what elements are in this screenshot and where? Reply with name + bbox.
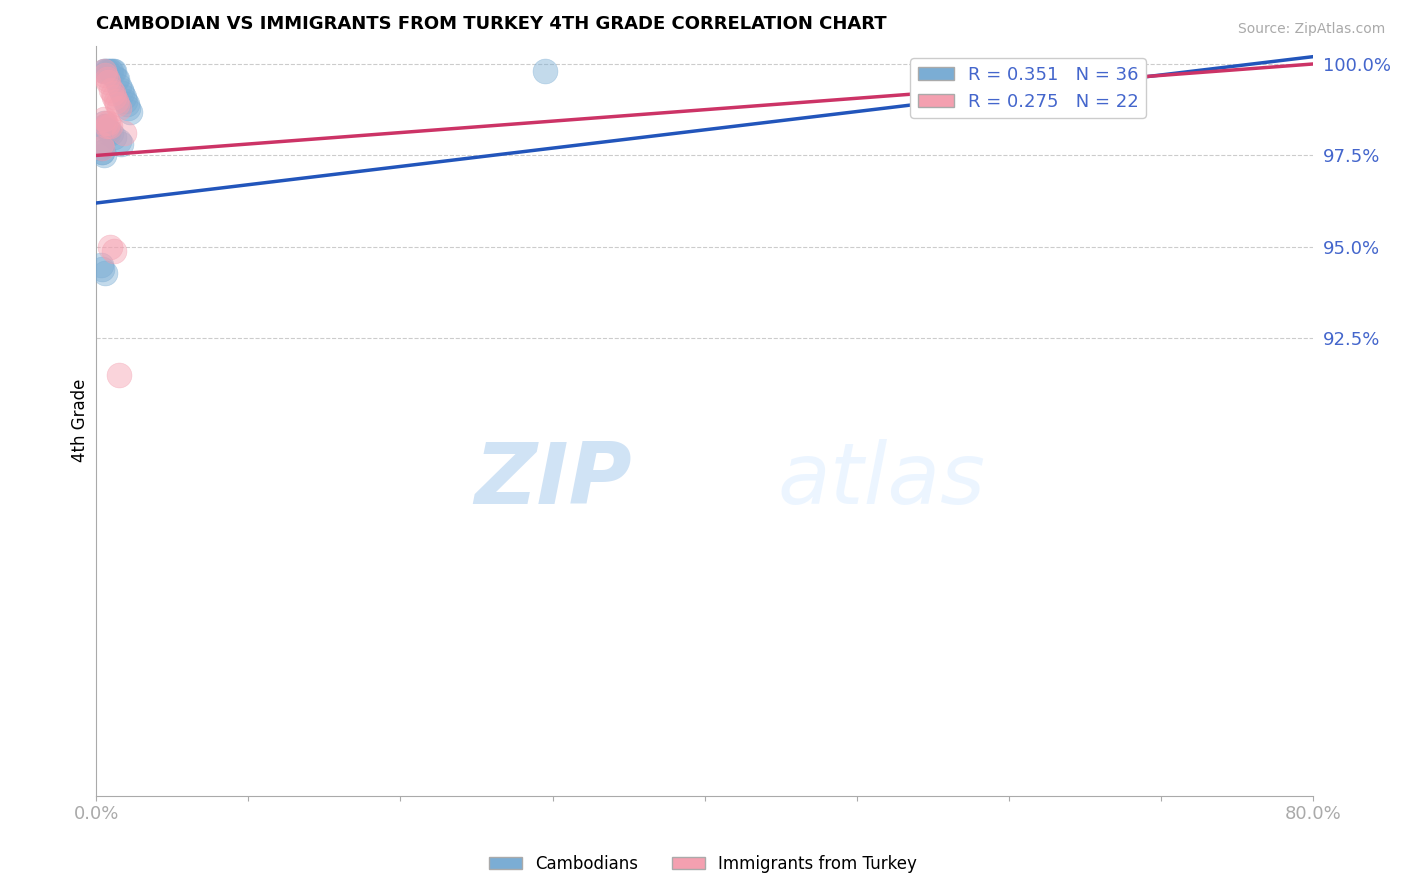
Point: [108, 78, 131, 93]
Point: [108, 101, 131, 115]
Point: [91, 145, 114, 159]
Point: [96, 119, 118, 133]
Point: [107, 97, 129, 112]
Point: [117, 101, 139, 115]
Point: [112, 127, 135, 141]
Point: [96, 71, 118, 86]
Point: [115, 97, 138, 112]
Point: [104, 94, 127, 108]
Point: [103, 244, 125, 258]
Y-axis label: 4th Grade: 4th Grade: [72, 379, 89, 462]
Text: CAMBODIAN VS IMMIGRANTS FROM TURKEY 4TH GRADE CORRELATION CHART: CAMBODIAN VS IMMIGRANTS FROM TURKEY 4TH …: [96, 15, 887, 33]
Legend: Cambodians, Immigrants from Turkey: Cambodians, Immigrants from Turkey: [482, 848, 924, 880]
Point: [94, 266, 117, 280]
Text: atlas: atlas: [778, 439, 986, 522]
Point: [1028, 64, 1050, 78]
Point: [96, 64, 118, 78]
Point: [98, 119, 121, 133]
Point: [98, 240, 121, 254]
Point: [100, 82, 122, 96]
Point: [118, 104, 141, 119]
Point: [91, 145, 114, 159]
Point: [103, 130, 125, 145]
Point: [97, 123, 120, 137]
Point: [91, 261, 114, 276]
Point: [90, 137, 112, 152]
Point: [98, 64, 121, 78]
Point: [90, 258, 112, 272]
Point: [104, 71, 127, 86]
Point: [91, 141, 114, 155]
Point: [97, 75, 120, 89]
Point: [93, 112, 115, 126]
Point: [114, 94, 136, 108]
Point: [101, 87, 124, 101]
Point: [112, 90, 135, 104]
Point: [97, 127, 120, 141]
Point: [90, 141, 112, 155]
Point: [111, 87, 134, 101]
Point: [93, 64, 115, 78]
Point: [94, 119, 117, 133]
Point: [90, 141, 112, 155]
Point: [94, 115, 117, 129]
Point: [103, 90, 125, 104]
Point: [93, 64, 115, 78]
Text: ZIP: ZIP: [474, 439, 631, 522]
Legend: R = 0.351   N = 36, R = 0.275   N = 22: R = 0.351 N = 36, R = 0.275 N = 22: [910, 59, 1146, 118]
Point: [108, 368, 131, 382]
Point: [94, 64, 117, 78]
Point: [97, 64, 120, 78]
Point: [94, 68, 117, 82]
Point: [93, 148, 115, 162]
Point: [107, 71, 129, 86]
Point: [93, 115, 115, 129]
Point: [100, 127, 122, 141]
Point: [97, 115, 120, 129]
Point: [101, 64, 124, 78]
Point: [108, 134, 131, 148]
Point: [103, 64, 125, 78]
Point: [534, 64, 557, 78]
Text: Source: ZipAtlas.com: Source: ZipAtlas.com: [1237, 22, 1385, 37]
Point: [110, 82, 132, 96]
Point: [94, 119, 117, 133]
Point: [110, 137, 132, 152]
Point: [100, 64, 122, 78]
